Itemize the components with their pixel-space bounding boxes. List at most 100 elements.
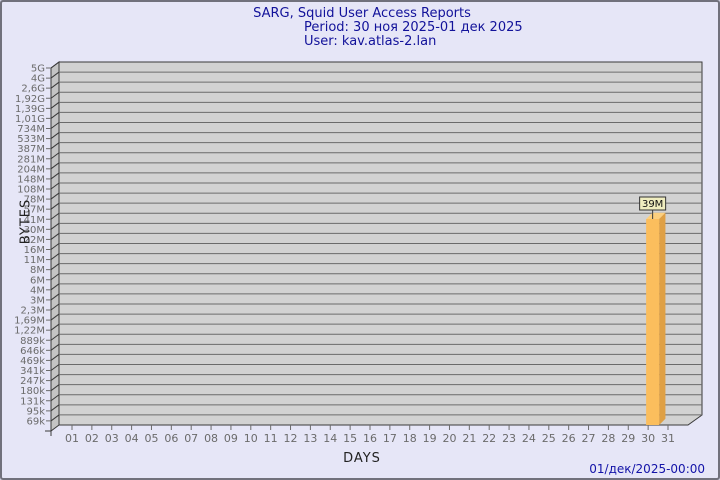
wall-diagonal-tick: [50, 253, 60, 260]
y-tick-label: 95k: [26, 406, 45, 417]
wall-diagonal-tick: [50, 132, 60, 139]
x-axis-title: DAYS: [343, 451, 381, 466]
report-period: Period: 30 ноя 2025-01 дек 2025: [304, 20, 523, 35]
wall-diagonal-tick: [50, 61, 60, 69]
y-axis-labels: 5G4G2,6G1,92G1,39G1,01G734M533M387M281M2…: [14, 64, 45, 428]
wall-diagonal-tick: [50, 142, 60, 150]
x-tick-label: 02: [85, 432, 99, 445]
y-tick-label: 6M: [30, 275, 45, 286]
y-tick-label: 533M: [17, 134, 45, 145]
y-tick-label: 2,3M: [20, 306, 45, 317]
wall-diagonal-tick: [50, 192, 60, 200]
x-tick-label: 01: [65, 432, 79, 445]
wall-diagonal-tick: [50, 101, 60, 109]
wall-diagonal-tick: [50, 374, 60, 381]
bar: [646, 219, 660, 425]
y-tick-label: 387M: [17, 144, 45, 155]
wall-diagonal-tick: [50, 212, 60, 220]
wall-diagonal-tick: [50, 112, 60, 119]
x-tick-label: 07: [184, 432, 198, 445]
x-tick-label: 29: [621, 432, 635, 445]
y-tick-label: 148M: [17, 174, 45, 185]
y-tick-label: 41M: [24, 215, 45, 226]
x-tick-label: 08: [204, 432, 218, 445]
x-tick-label: 23: [502, 432, 516, 445]
y-tick-label: 469k: [20, 356, 45, 367]
wall-diagonal-tick: [50, 333, 60, 341]
wall-diagonal-tick: [50, 414, 60, 422]
y-tick-label: 16M: [24, 245, 45, 256]
y-tick-label: 3M: [30, 295, 45, 306]
wall-diagonal-tick: [50, 71, 60, 79]
y-tick-label: 30M: [24, 225, 45, 236]
x-tick-label: 12: [284, 432, 298, 445]
chart-gridlines: [59, 71, 702, 416]
y-tick-label: 11M: [24, 255, 45, 266]
y-tick-label: 131k: [20, 396, 45, 407]
wall-diagonal-tick: [50, 404, 60, 412]
wall-diagonal-tick: [50, 384, 60, 392]
wall-diagonal-tick: [50, 122, 60, 129]
y-tick-label: 4G: [31, 74, 45, 85]
generation-timestamp: 01/дек/2025-00:00: [589, 462, 705, 476]
wall-diagonal-tick: [50, 283, 60, 291]
wall-diagonal-tick: [50, 293, 60, 301]
wall-diagonal-tick: [50, 162, 60, 170]
y-tick-label: 1,39G: [15, 104, 45, 115]
bar-value-box: [639, 196, 667, 211]
y-tick-label: 108M: [17, 185, 45, 196]
y-tick-label: 204M: [17, 164, 45, 175]
x-tick-label: 21: [462, 432, 476, 445]
wall-diagonal-tick: [50, 233, 60, 240]
wall-diagonal-tick: [50, 243, 60, 250]
x-tick-label: 05: [144, 432, 158, 445]
x-tick-label: 22: [482, 432, 496, 445]
y-tick-label: 341k: [20, 366, 45, 377]
x-tick-label: 16: [363, 432, 377, 445]
wall-diagonal-tick: [50, 313, 60, 321]
y-tick-label: 69k: [26, 416, 45, 427]
bar-value-label: 39M: [642, 199, 663, 210]
wall-diagonal-tick: [50, 182, 60, 190]
wall-diagonal-tick: [50, 364, 60, 371]
x-tick-label: 04: [125, 432, 139, 445]
page-title: SARG, Squid User Access Reports: [253, 6, 471, 21]
x-tick-label: 28: [601, 432, 615, 445]
x-tick-label: 17: [383, 432, 397, 445]
y-tick-label: 180k: [20, 386, 45, 397]
y-tick-label: 247k: [20, 376, 45, 387]
y-tick-label: 889k: [20, 336, 45, 347]
x-tick-label: 14: [323, 432, 337, 445]
y-axis-ticks: [46, 61, 60, 422]
x-tick-label: 10: [244, 432, 258, 445]
y-tick-label: 5G: [31, 64, 45, 75]
x-tick-label: 31: [661, 432, 675, 445]
bar-value-labels: 39M: [639, 196, 667, 219]
y-tick-label: 57M: [24, 205, 45, 216]
y-axis-title: BYTES: [18, 198, 34, 245]
x-tick-label: 03: [105, 432, 119, 445]
wall-diagonal-tick: [50, 222, 60, 230]
y-tick-label: 1,22M: [14, 326, 45, 337]
y-tick-label: 8M: [30, 265, 45, 276]
bar-side-face: [659, 212, 666, 425]
x-tick-label: 19: [423, 432, 437, 445]
wall-diagonal-tick: [50, 273, 60, 281]
wall-diagonal-tick: [50, 152, 60, 160]
report-user: User: kav.atlas-2.lan: [304, 34, 437, 49]
y-tick-label: 1,01G: [15, 114, 45, 125]
wall-diagonal-tick: [50, 394, 60, 402]
y-tick-label: 1,92G: [15, 94, 45, 105]
x-tick-label: 30: [641, 432, 655, 445]
x-tick-label: 25: [542, 432, 556, 445]
y-tick-label: 646k: [20, 346, 45, 357]
y-tick-label: 4M: [30, 285, 45, 296]
x-tick-label: 18: [403, 432, 417, 445]
x-axis-ticks: [71, 425, 669, 430]
wall-diagonal-tick: [50, 303, 60, 311]
y-tick-label: 22M: [24, 235, 45, 246]
y-tick-label: 78M: [24, 195, 45, 206]
x-tick-label: 26: [562, 432, 576, 445]
wall-diagonal-tick: [50, 343, 60, 351]
